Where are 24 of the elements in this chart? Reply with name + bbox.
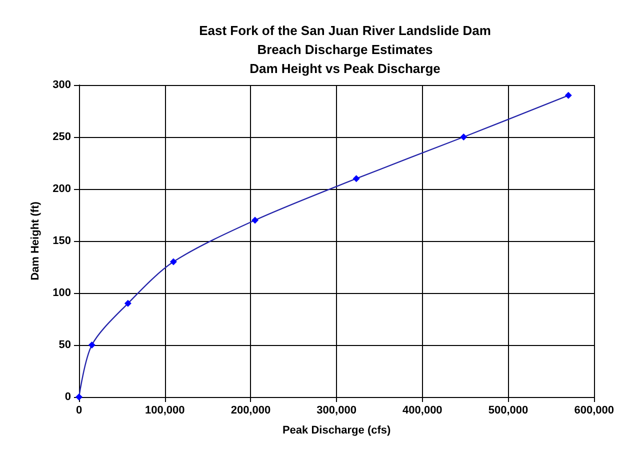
y-tick-label: 50: [58, 339, 71, 351]
point: [564, 92, 572, 99]
x-tick-label: 600,000: [574, 404, 614, 416]
point: [460, 134, 468, 140]
x-tick-label: 100,000: [144, 404, 185, 416]
x-tick-label: 200,000: [230, 404, 271, 416]
x-tick-label: 300,000: [316, 404, 356, 416]
y-tick-label: 300: [52, 79, 71, 91]
point: [124, 300, 132, 307]
point: [252, 216, 258, 224]
point: [88, 342, 96, 348]
point: [170, 258, 177, 266]
x-tick-label: 400,000: [402, 404, 442, 416]
y-tick-label: 200: [52, 183, 71, 195]
y-tick-label: 100: [52, 287, 71, 299]
x-tick-label: 0: [76, 404, 82, 416]
y-tick-label: 0: [64, 391, 71, 403]
x-axis-title: Peak Discharge (cfs): [282, 424, 392, 436]
chart-title: East Fork of the San Juan River Landslide Dam Breach Discharge Estimates Dam Height vs Peak Discharge: [199, 23, 491, 76]
y-axis-title: Dam Height (ft): [30, 201, 42, 280]
point: [352, 175, 360, 182]
x-tick-label: 500,000: [488, 404, 528, 416]
y-tick-label: 150: [52, 235, 71, 247]
y-tick-label: 250: [52, 131, 71, 143]
